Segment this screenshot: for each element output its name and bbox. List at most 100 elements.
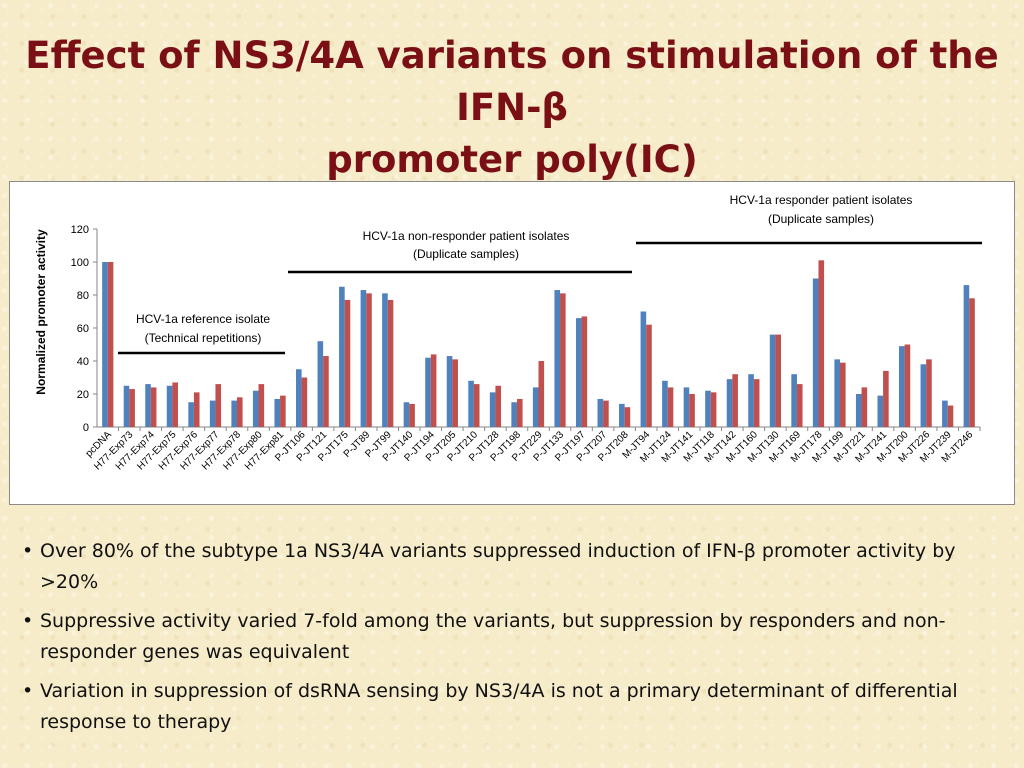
y-tick-label: 100	[71, 257, 89, 269]
bar-series2	[603, 400, 609, 427]
bar-series1	[511, 402, 517, 427]
bar-series1	[231, 400, 237, 427]
bar-series2	[516, 398, 523, 427]
bar-series1	[145, 384, 151, 427]
bar-series2	[926, 359, 932, 427]
bar-series2	[366, 293, 372, 427]
bar-series2	[236, 397, 243, 427]
bar-series1	[468, 380, 474, 427]
bar-series1	[769, 334, 776, 427]
bar-series1	[597, 398, 604, 427]
bar-series1	[209, 400, 216, 427]
bar-series2	[129, 389, 135, 427]
bar-series1	[942, 400, 948, 427]
bar-series1	[619, 403, 625, 427]
bar-series2	[861, 387, 868, 427]
bar-series1	[855, 394, 862, 427]
bar-series1	[791, 374, 797, 427]
bar-series1	[274, 398, 281, 427]
bar-series2	[107, 262, 114, 427]
bar-series1	[575, 318, 582, 427]
y-tick-label: 40	[77, 356, 89, 368]
chart-panel: 0 20 40 60 80 100 120 pcDNA H77-Exp73 H77-Exp74 H…	[9, 181, 1015, 505]
slide-title: Effect of NS3/4A variants on stimulation…	[0, 30, 1024, 186]
bar-series2	[387, 299, 394, 427]
bar-series2	[280, 395, 286, 427]
bar-series2	[581, 316, 588, 427]
bar-series1	[317, 341, 324, 427]
annotation-subtitle: (Duplicate samples)	[413, 247, 519, 261]
y-tick-label: 20	[77, 389, 89, 401]
bar-series2	[150, 387, 157, 427]
bar-series2	[904, 344, 911, 427]
bullet-item: Over 80% of the subtype 1a NS3/4A varian…	[22, 536, 1012, 598]
bar-series1	[188, 402, 194, 427]
y-tick-label: 60	[77, 323, 89, 335]
bar-series2	[947, 405, 954, 427]
bar-series2	[538, 361, 545, 427]
bar-series2	[452, 359, 458, 427]
bar-series2	[775, 334, 782, 427]
bar-series2	[732, 374, 738, 427]
y-tick-label: 0	[83, 422, 89, 434]
bar-series1	[446, 356, 453, 427]
bar-series2	[883, 370, 889, 427]
bar-series1	[662, 380, 668, 427]
bar-series2	[301, 377, 308, 427]
y-axis-label: Normalized promoter activity	[34, 229, 48, 395]
bar-series1	[877, 395, 884, 427]
annotation-title: HCV-1a non-responder patient isolates	[363, 229, 570, 243]
bar-series2	[753, 379, 760, 427]
bullet-list: Over 80% of the subtype 1a NS3/4A varian…	[22, 536, 1012, 746]
bar-series1	[748, 374, 754, 427]
bar-series1	[683, 387, 690, 427]
bar-series2	[323, 356, 329, 427]
slide-title-line2: promoter poly(IC)	[326, 138, 698, 181]
annotation-subtitle: (Technical repetitions)	[145, 331, 262, 345]
bar-series1	[532, 387, 539, 427]
bar-series2	[409, 403, 415, 427]
annotation-subtitle: (Duplicate samples)	[768, 212, 874, 226]
bar-series2	[646, 324, 652, 427]
bar-series2	[430, 354, 437, 427]
bar-series2	[624, 407, 631, 427]
bar-series1	[705, 390, 711, 427]
bar-series1	[489, 392, 496, 427]
bar-series2	[344, 299, 351, 427]
bar-series2	[172, 382, 178, 427]
bar-series1	[920, 364, 927, 427]
bar-series1	[640, 311, 647, 427]
y-tick-label: 120	[71, 224, 89, 236]
bar-series1	[899, 346, 905, 427]
annotation-title: HCV-1a reference isolate	[136, 312, 270, 326]
bar-series1	[339, 286, 345, 427]
bar-series2	[258, 384, 265, 427]
bar-series1	[360, 290, 367, 427]
bar-series2	[560, 293, 566, 427]
bar-series2	[818, 260, 825, 427]
bar-series1	[425, 357, 431, 427]
bar-series2	[840, 362, 846, 427]
bar-series2	[667, 387, 674, 427]
bar-series1	[726, 379, 733, 427]
bar-series1	[123, 385, 130, 427]
bar-series2	[710, 392, 717, 427]
bar-series1	[963, 285, 970, 427]
bullet-item: Suppressive activity varied 7-fold among…	[22, 606, 1012, 668]
bar-series2	[495, 385, 502, 427]
bar-series2	[796, 384, 803, 427]
bar-series2	[689, 394, 695, 427]
y-tick-label: 80	[77, 290, 89, 302]
bar-series1	[403, 402, 410, 427]
annotation-title: HCV-1a responder patient isolates	[730, 193, 913, 207]
bar-series1	[166, 385, 173, 427]
bar-series1	[812, 278, 819, 427]
bar-series1	[834, 359, 841, 427]
bar-series1	[295, 369, 302, 427]
bullet-item: Variation in suppression of dsRNA sensin…	[22, 676, 1012, 738]
bar-series1	[102, 262, 108, 427]
bar-series2	[473, 384, 480, 427]
bar-series1	[554, 290, 561, 427]
bar-series2	[969, 298, 975, 427]
